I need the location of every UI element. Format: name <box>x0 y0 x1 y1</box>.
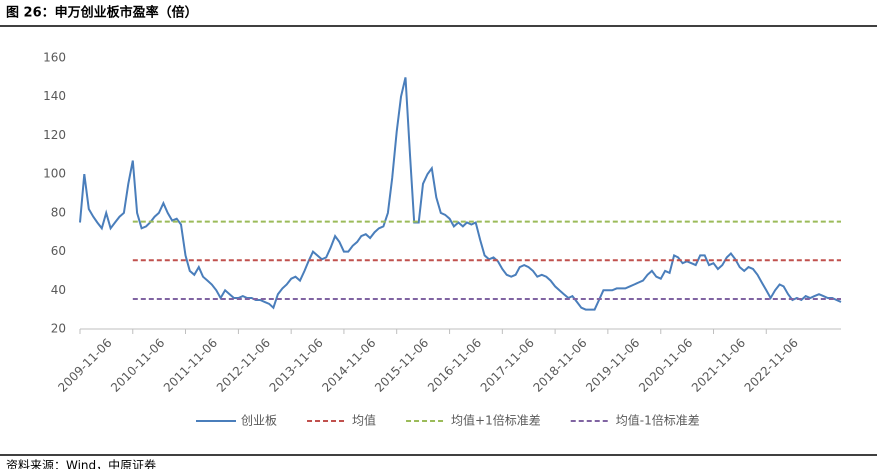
x-tick-label: 2020-11-06 <box>636 336 695 395</box>
x-tick-label: 2015-11-06 <box>372 336 431 395</box>
x-tick-label: 2018-11-06 <box>530 336 589 395</box>
y-tick-label: 140 <box>43 89 66 103</box>
x-tick-label: 2021-11-06 <box>689 336 748 395</box>
x-tick-label: 2010-11-06 <box>108 336 167 395</box>
y-tick-label: 120 <box>43 128 66 142</box>
source-note: 资料来源：Wind，中原证券 <box>6 458 156 469</box>
data-line <box>79 77 842 311</box>
x-tick-label: 2011-11-06 <box>161 336 220 395</box>
y-tick-label: 60 <box>51 244 66 258</box>
x-tick-label: 2012-11-06 <box>214 336 273 395</box>
x-tick-label: 2013-11-06 <box>267 336 326 395</box>
legend-label: 创业板 <box>241 414 277 428</box>
legend-label: 均值+1倍标准差 <box>451 413 541 428</box>
y-tick-label: 20 <box>51 322 66 336</box>
x-tick-label: 2014-11-06 <box>319 336 378 395</box>
legend-label: 均值 <box>352 413 376 428</box>
x-tick-label: 2009-11-06 <box>55 336 114 395</box>
x-tick-label: 2016-11-06 <box>425 336 484 395</box>
legend-label: 均值-1倍标准差 <box>616 413 700 428</box>
y-tick-label: 160 <box>43 51 66 65</box>
y-tick-label: 40 <box>51 283 66 297</box>
y-tick-label: 100 <box>43 167 66 181</box>
x-tick-label: 2022-11-06 <box>742 336 801 395</box>
chart-title: 图 26：申万创业板市盈率（倍） <box>6 5 198 21</box>
x-tick-label: 2017-11-06 <box>478 336 537 395</box>
x-tick-label: 2019-11-06 <box>583 336 642 395</box>
y-tick-label: 80 <box>51 205 66 219</box>
